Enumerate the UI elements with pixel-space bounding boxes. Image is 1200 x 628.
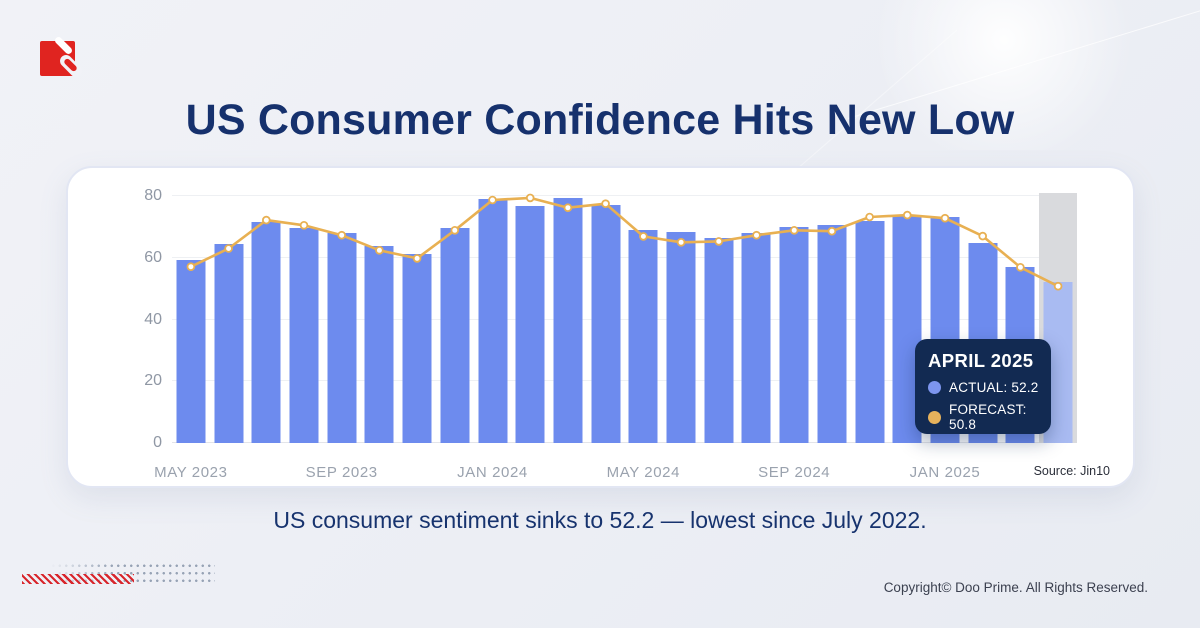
bar-slot-jan-2024	[474, 185, 512, 443]
bar-slot-jul-2023	[247, 185, 285, 443]
bar-slot-oct-2023	[361, 185, 399, 443]
forecast-marker-feb-2025	[978, 231, 987, 241]
source-attribution: Source: Jin10	[1033, 464, 1110, 478]
gridline-80	[172, 195, 1077, 196]
forecast-marker-may-2024	[639, 232, 648, 241]
forecast-marker-mar-2025	[1016, 263, 1025, 272]
bar-slot-nov-2023	[398, 185, 436, 443]
forecast-marker-jul-2023	[262, 215, 271, 225]
bar-slot-sep-2024	[775, 185, 813, 443]
forecast-marker-oct-2023	[375, 246, 384, 255]
actual-bar-oct-2023	[364, 246, 394, 443]
bar-slot-dec-2023	[436, 185, 474, 443]
bar-slot-jul-2024	[700, 185, 738, 443]
bar-slot-oct-2024	[813, 185, 851, 443]
actual-bar-jan-2024	[478, 199, 507, 443]
actual-bar-jun-2024	[666, 232, 696, 443]
chart-subtitle: US consumer sentiment sinks to 52.2 — lo…	[273, 507, 927, 533]
actual-bar-may-2023	[176, 260, 206, 443]
actual-bar-dec-2023	[440, 227, 470, 443]
doo-prime-logo	[38, 35, 86, 86]
bar-slot-may-2023	[172, 185, 210, 443]
x-tick-label-may-2023: MAY 2023	[154, 464, 228, 481]
forecast-marker-aug-2023	[299, 220, 309, 230]
bar-slot-aug-2024	[738, 185, 776, 443]
data-tooltip: APRIL 2025 ACTUAL: 52.2 FORECAST: 50.8	[915, 339, 1051, 434]
bar-slot-aug-2023	[285, 185, 323, 443]
y-tick-label-0: 0	[153, 434, 162, 451]
actual-bar-nov-2024	[855, 221, 885, 443]
tooltip-actual-value: ACTUAL: 52.2	[949, 380, 1039, 395]
actual-bar-nov-2023	[402, 253, 432, 443]
actual-bar-jul-2024	[704, 238, 734, 443]
bar-slot-feb-2024	[511, 185, 549, 443]
forecast-marker-jun-2023	[224, 244, 233, 253]
forecast-marker-jan-2024	[488, 195, 497, 205]
forecast-marker-nov-2023	[412, 254, 422, 263]
gridline-20	[172, 380, 1077, 382]
y-axis-labels: 0 20 40 60 80	[68, 185, 162, 451]
chart-card: 0 20 40 60 80 MAY 2023 SEP 2023 JAN 2024 MAY 20…	[66, 166, 1135, 488]
forecast-marker-dec-2024	[902, 210, 912, 220]
actual-bar-jul-2023	[251, 221, 281, 443]
forecast-marker-dec-2023	[450, 225, 460, 235]
bar-slot-mar-2024	[549, 185, 587, 443]
actual-bar-sep-2024	[779, 226, 809, 443]
gridline-0	[172, 442, 1077, 443]
tooltip-forecast-row: FORECAST: 50.8	[928, 402, 1039, 432]
bar-slot-apr-2025	[1039, 185, 1077, 443]
bar-slot-apr-2024	[587, 185, 625, 443]
forecast-marker-aug-2024	[752, 230, 761, 240]
copyright-text: Copyright© Doo Prime. All Rights Reserve…	[883, 580, 1148, 595]
actual-series-dot-icon	[928, 381, 941, 394]
actual-bar-feb-2024	[515, 205, 545, 443]
actual-bar-apr-2024	[591, 204, 621, 443]
x-tick-label-jan-2025: JAN 2025	[909, 464, 981, 481]
forecast-marker-apr-2024	[601, 199, 610, 209]
actual-bar-mar-2024	[553, 197, 583, 443]
actual-bar-aug-2023	[289, 228, 319, 443]
forecast-marker-sep-2023	[337, 230, 347, 240]
tooltip-forecast-value: FORECAST: 50.8	[949, 402, 1027, 432]
y-tick-label-40: 40	[144, 310, 162, 328]
forecast-marker-jun-2024	[676, 237, 686, 247]
forecast-marker-sep-2024	[789, 225, 799, 235]
x-tick-label-sep-2023: SEP 2023	[305, 464, 378, 481]
bar-slot-jun-2023	[210, 185, 248, 443]
actual-bar-sep-2023	[327, 232, 357, 443]
actual-bar-may-2024	[628, 229, 658, 443]
red-hatched-bar-decoration	[22, 574, 134, 584]
bar-slot-jun-2024	[662, 185, 700, 443]
y-tick-label-80: 80	[144, 187, 162, 204]
forecast-marker-apr-2025	[1053, 281, 1063, 291]
bar-slot-nov-2024	[851, 185, 889, 443]
x-tick-label-jan-2024: JAN 2024	[457, 464, 528, 481]
bar-slot-sep-2023	[323, 185, 361, 443]
actual-bar-jun-2023	[214, 244, 244, 443]
page-title: US Consumer Confidence Hits New Low	[185, 96, 1015, 144]
x-tick-label-sep-2024: SEP 2024	[758, 464, 831, 481]
x-axis-labels: MAY 2023 SEP 2023 JAN 2024 MAY 2024 SEP 2024…	[154, 464, 1077, 484]
forecast-marker-jul-2024	[714, 237, 724, 246]
y-tick-label-60: 60	[144, 248, 162, 266]
tooltip-title: APRIL 2025	[928, 350, 1034, 371]
y-tick-label-20: 20	[144, 372, 162, 390]
forecast-marker-oct-2024	[827, 226, 837, 236]
bar-slot-may-2024	[625, 185, 663, 443]
actual-bar-oct-2024	[817, 225, 847, 443]
forecast-marker-nov-2024	[865, 212, 874, 222]
forecast-line	[186, 193, 1063, 291]
gridline-60	[172, 256, 1077, 258]
x-tick-label-may-2024: MAY 2024	[606, 464, 681, 481]
tooltip-actual-row: ACTUAL: 52.2	[928, 380, 1039, 395]
actual-bar-aug-2024	[741, 233, 771, 443]
forecast-marker-mar-2024	[563, 203, 573, 213]
forecast-series-dot-icon	[928, 410, 941, 424]
gridline-40	[172, 318, 1077, 320]
forecast-marker-jan-2025	[940, 213, 950, 223]
forecast-marker-feb-2024	[525, 193, 535, 203]
forecast-marker-may-2023	[186, 262, 196, 271]
